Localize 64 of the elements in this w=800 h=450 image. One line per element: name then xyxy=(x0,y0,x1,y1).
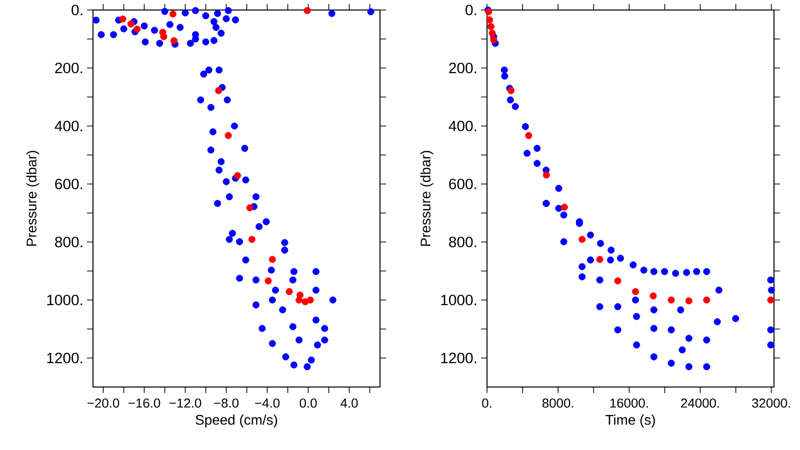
x-tick-label: −8.0 xyxy=(214,398,239,408)
y-tick-label: 800. xyxy=(55,236,82,248)
y-tick-label: 600. xyxy=(449,178,476,190)
point xyxy=(614,277,622,284)
y-axis-title: Pressure (dbar) xyxy=(420,150,434,246)
point xyxy=(296,296,303,304)
y-tick-label: 800. xyxy=(449,236,476,248)
point xyxy=(170,37,178,44)
point xyxy=(268,256,276,263)
point xyxy=(650,292,657,300)
x-axis-title: Time (s) xyxy=(606,414,655,428)
x-axis-title: Speed (cm/s) xyxy=(196,414,278,428)
point xyxy=(525,132,532,140)
point xyxy=(306,296,314,304)
point xyxy=(119,15,126,22)
point xyxy=(767,296,774,304)
point xyxy=(560,204,568,211)
x-tick-label: 0.0 xyxy=(300,398,317,408)
point xyxy=(304,7,311,14)
point xyxy=(224,132,232,140)
point xyxy=(685,297,692,304)
y-tick-label: 0. xyxy=(72,4,82,16)
y-axis-title: Pressure (dbar) xyxy=(26,150,40,246)
point xyxy=(234,172,242,180)
point xyxy=(215,87,222,94)
x-tick-label: 8000. xyxy=(542,398,574,408)
point xyxy=(632,288,639,296)
x-tick-label: −20.0 xyxy=(88,398,120,408)
y-tick-label: 0. xyxy=(466,4,476,16)
point xyxy=(578,236,586,243)
point xyxy=(487,23,494,30)
point xyxy=(486,16,494,24)
y-tick-label: 200. xyxy=(55,62,82,74)
x-tick-label: −4.0 xyxy=(255,398,280,408)
point xyxy=(264,277,272,284)
point xyxy=(169,10,176,18)
point xyxy=(703,296,710,304)
point xyxy=(490,36,498,44)
y-tick-label: 600. xyxy=(55,178,82,190)
y-tick-label: 400. xyxy=(448,120,476,132)
point xyxy=(508,87,514,94)
x-tick-label: −12.0 xyxy=(170,398,202,408)
y-tick-label: 1000. xyxy=(441,294,476,306)
x-tick-label: 4.0 xyxy=(340,398,358,408)
point xyxy=(160,33,168,40)
point xyxy=(127,20,134,28)
point xyxy=(248,236,256,243)
x-tick-label: 16000. xyxy=(610,398,648,408)
y-tick-label: 400. xyxy=(54,120,82,132)
point xyxy=(596,256,604,263)
point xyxy=(488,30,496,37)
point xyxy=(542,172,550,178)
x-tick-label: 32000. xyxy=(752,398,790,408)
x-tick-label: −16.0 xyxy=(128,398,160,408)
x-tick-label: 24000. xyxy=(681,398,719,408)
point xyxy=(668,296,675,304)
x-tick-label: 0. xyxy=(482,398,492,408)
y-tick-label: 1000. xyxy=(47,294,82,306)
y-tick-label: 1200. xyxy=(47,352,82,364)
point xyxy=(246,204,254,212)
point xyxy=(286,288,293,296)
y-tick-label: 200. xyxy=(449,62,476,74)
point xyxy=(134,26,141,33)
y-tick-label: 1200. xyxy=(441,352,476,364)
